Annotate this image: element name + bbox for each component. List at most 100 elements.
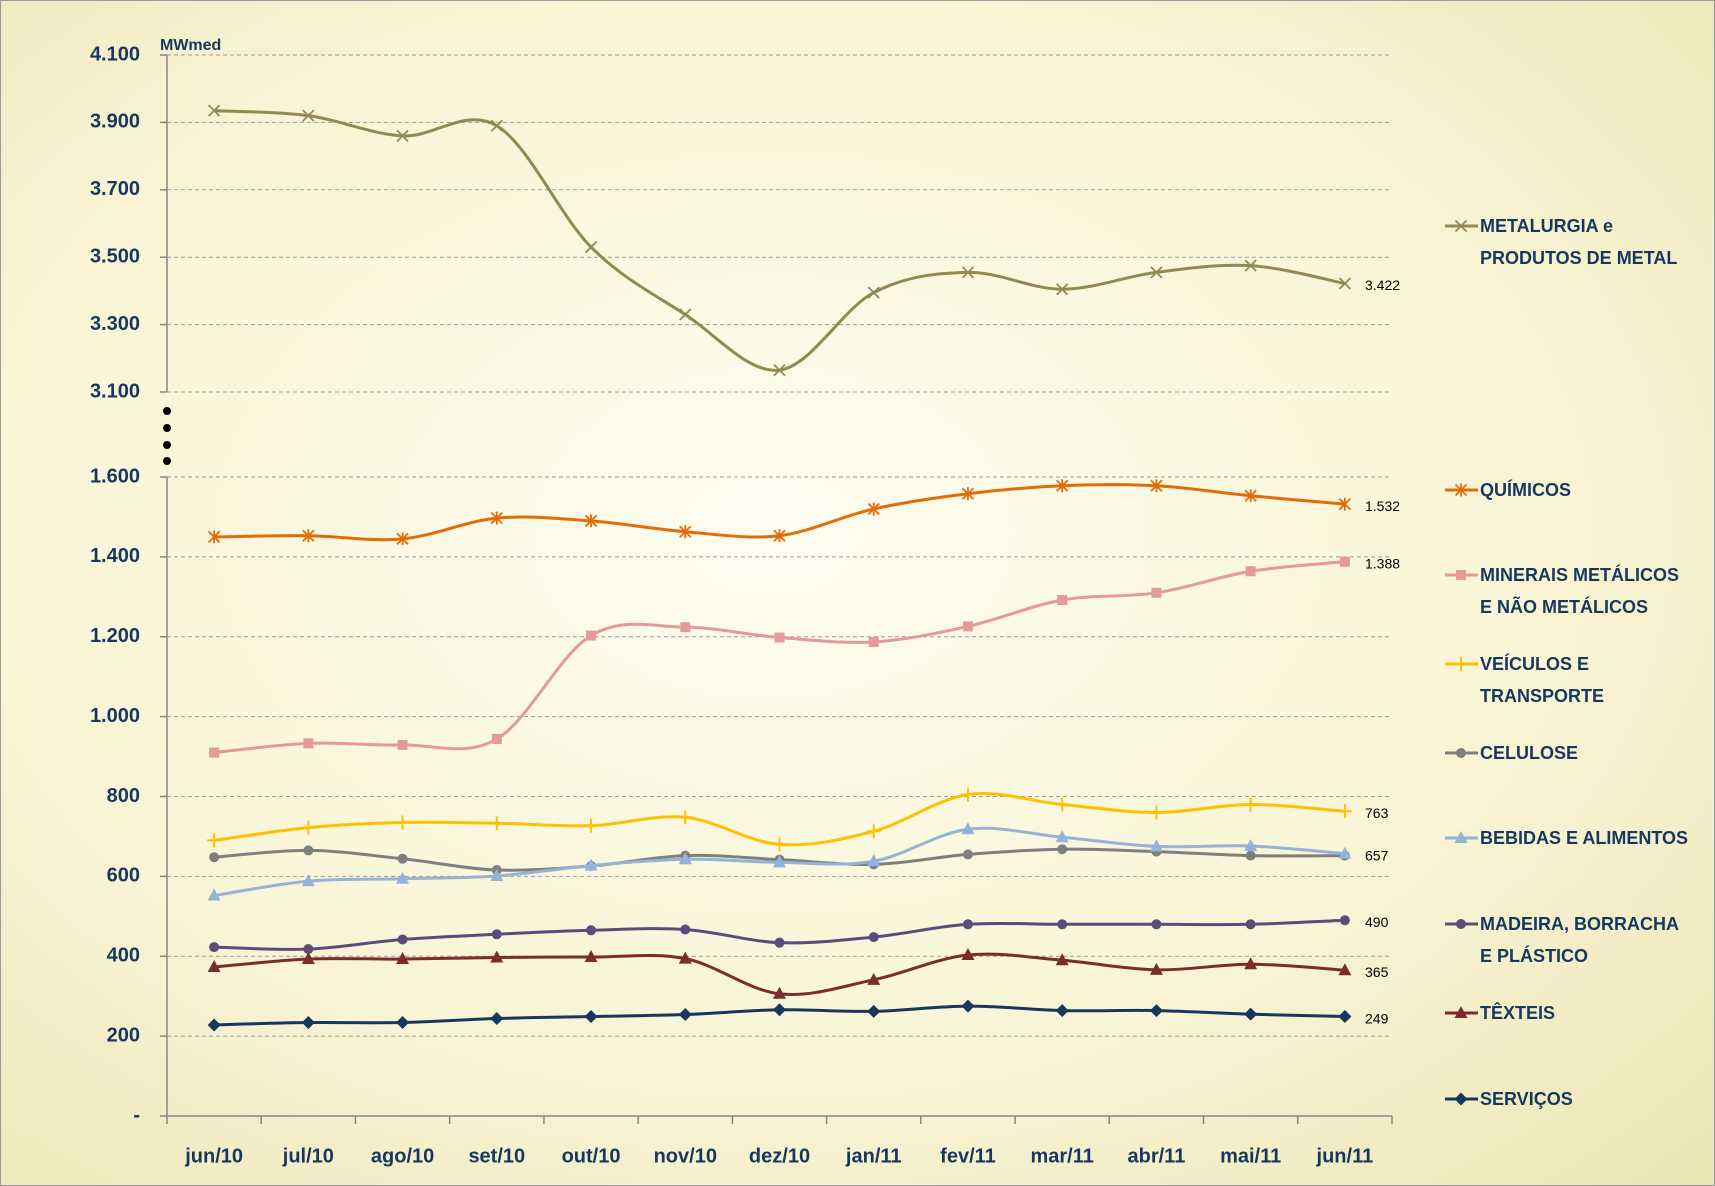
marker — [584, 950, 598, 963]
marker-part — [1055, 797, 1070, 812]
marker-part — [1454, 1006, 1468, 1018]
marker — [1243, 797, 1258, 812]
axis-break-dot — [163, 441, 171, 449]
marker-part — [1338, 1010, 1352, 1024]
marker-part — [397, 934, 408, 945]
marker — [396, 952, 410, 965]
marker-part — [773, 529, 786, 543]
marker — [1245, 566, 1256, 577]
marker — [207, 1018, 221, 1032]
marker-part — [584, 818, 599, 833]
marker — [868, 932, 879, 943]
y-tick-label: 800 — [107, 785, 140, 807]
data-label: 490 — [1365, 914, 1389, 930]
marker-part — [679, 308, 692, 321]
x-tick-label: jul/10 — [282, 1145, 334, 1167]
marker-part — [678, 951, 692, 964]
marker-part — [1454, 657, 1468, 671]
x-tick-label: abr/11 — [1128, 1145, 1186, 1167]
marker — [584, 1010, 598, 1024]
series-line — [214, 109, 1346, 372]
marker-part — [303, 738, 314, 749]
x-tick-label: mar/11 — [1030, 1145, 1093, 1167]
marker-part — [1454, 1092, 1468, 1106]
marker — [1454, 1006, 1468, 1018]
marker — [490, 119, 503, 132]
marker-part — [1244, 1007, 1258, 1021]
marker — [961, 822, 975, 835]
marker-part — [1244, 259, 1257, 272]
marker-part — [303, 944, 314, 955]
marker-part — [1151, 587, 1162, 598]
marker — [301, 820, 316, 835]
marker — [867, 854, 881, 867]
marker — [680, 622, 691, 633]
marker — [491, 733, 502, 744]
marker — [1456, 570, 1466, 580]
marker — [397, 853, 408, 864]
marker-part — [868, 932, 879, 943]
marker — [586, 630, 597, 641]
marker — [396, 129, 409, 143]
marker-part — [1149, 839, 1163, 852]
x-tick-label: ago/10 — [371, 1145, 434, 1167]
marker-part — [1056, 479, 1069, 493]
marker-part — [586, 925, 597, 936]
marker-part — [586, 630, 597, 641]
marker — [773, 855, 786, 868]
marker-part — [1057, 919, 1068, 930]
marker — [490, 868, 504, 881]
marker-part — [1338, 277, 1352, 290]
marker-part — [1454, 831, 1468, 843]
marker — [678, 1008, 692, 1022]
marker — [1057, 595, 1068, 606]
marker-part — [1338, 963, 1352, 976]
marker — [397, 739, 408, 750]
marker-part — [1055, 830, 1069, 843]
marker — [680, 924, 691, 935]
marker — [207, 833, 222, 848]
legend-label: METALURGIA e PRODUTOS DE METAL — [1480, 216, 1678, 268]
marker-part — [209, 747, 220, 758]
data-label: 657 — [1365, 847, 1389, 863]
marker — [867, 502, 880, 516]
marker-part — [207, 530, 221, 544]
marker — [301, 1016, 315, 1030]
marker-part — [207, 833, 222, 848]
marker-part — [1338, 497, 1352, 511]
marker-part — [396, 1016, 410, 1030]
series-line — [213, 792, 1345, 847]
marker-part — [303, 845, 314, 856]
marker-part — [490, 119, 503, 132]
marker — [1338, 846, 1352, 859]
marker — [490, 1012, 504, 1026]
marker — [1149, 1004, 1163, 1018]
x-tick-label: jan/11 — [845, 1145, 902, 1167]
x-tick-label: nov/10 — [654, 1145, 717, 1167]
x-tick-label: jun/11 — [1316, 1145, 1374, 1167]
marker-part — [1244, 957, 1258, 970]
marker — [207, 888, 221, 901]
x-tick-label: fev/11 — [940, 1145, 996, 1167]
marker-part — [1151, 919, 1162, 930]
marker-part — [490, 1012, 504, 1026]
marker-part — [489, 816, 504, 831]
marker — [1055, 830, 1069, 843]
marker — [1337, 804, 1352, 819]
marker-part — [207, 1018, 221, 1032]
marker-part — [961, 266, 975, 279]
marker-part — [302, 109, 315, 122]
marker — [867, 1004, 881, 1018]
marker-part — [867, 972, 881, 985]
marker-part — [962, 849, 973, 860]
marker-part — [1055, 953, 1069, 966]
marker-part — [866, 824, 881, 839]
marker — [867, 972, 881, 985]
marker-part — [1454, 483, 1468, 497]
marker-part — [301, 874, 315, 887]
marker — [679, 308, 692, 321]
marker — [209, 852, 220, 863]
marker — [490, 950, 504, 963]
marker-part — [301, 1016, 315, 1030]
marker-part — [584, 240, 598, 254]
